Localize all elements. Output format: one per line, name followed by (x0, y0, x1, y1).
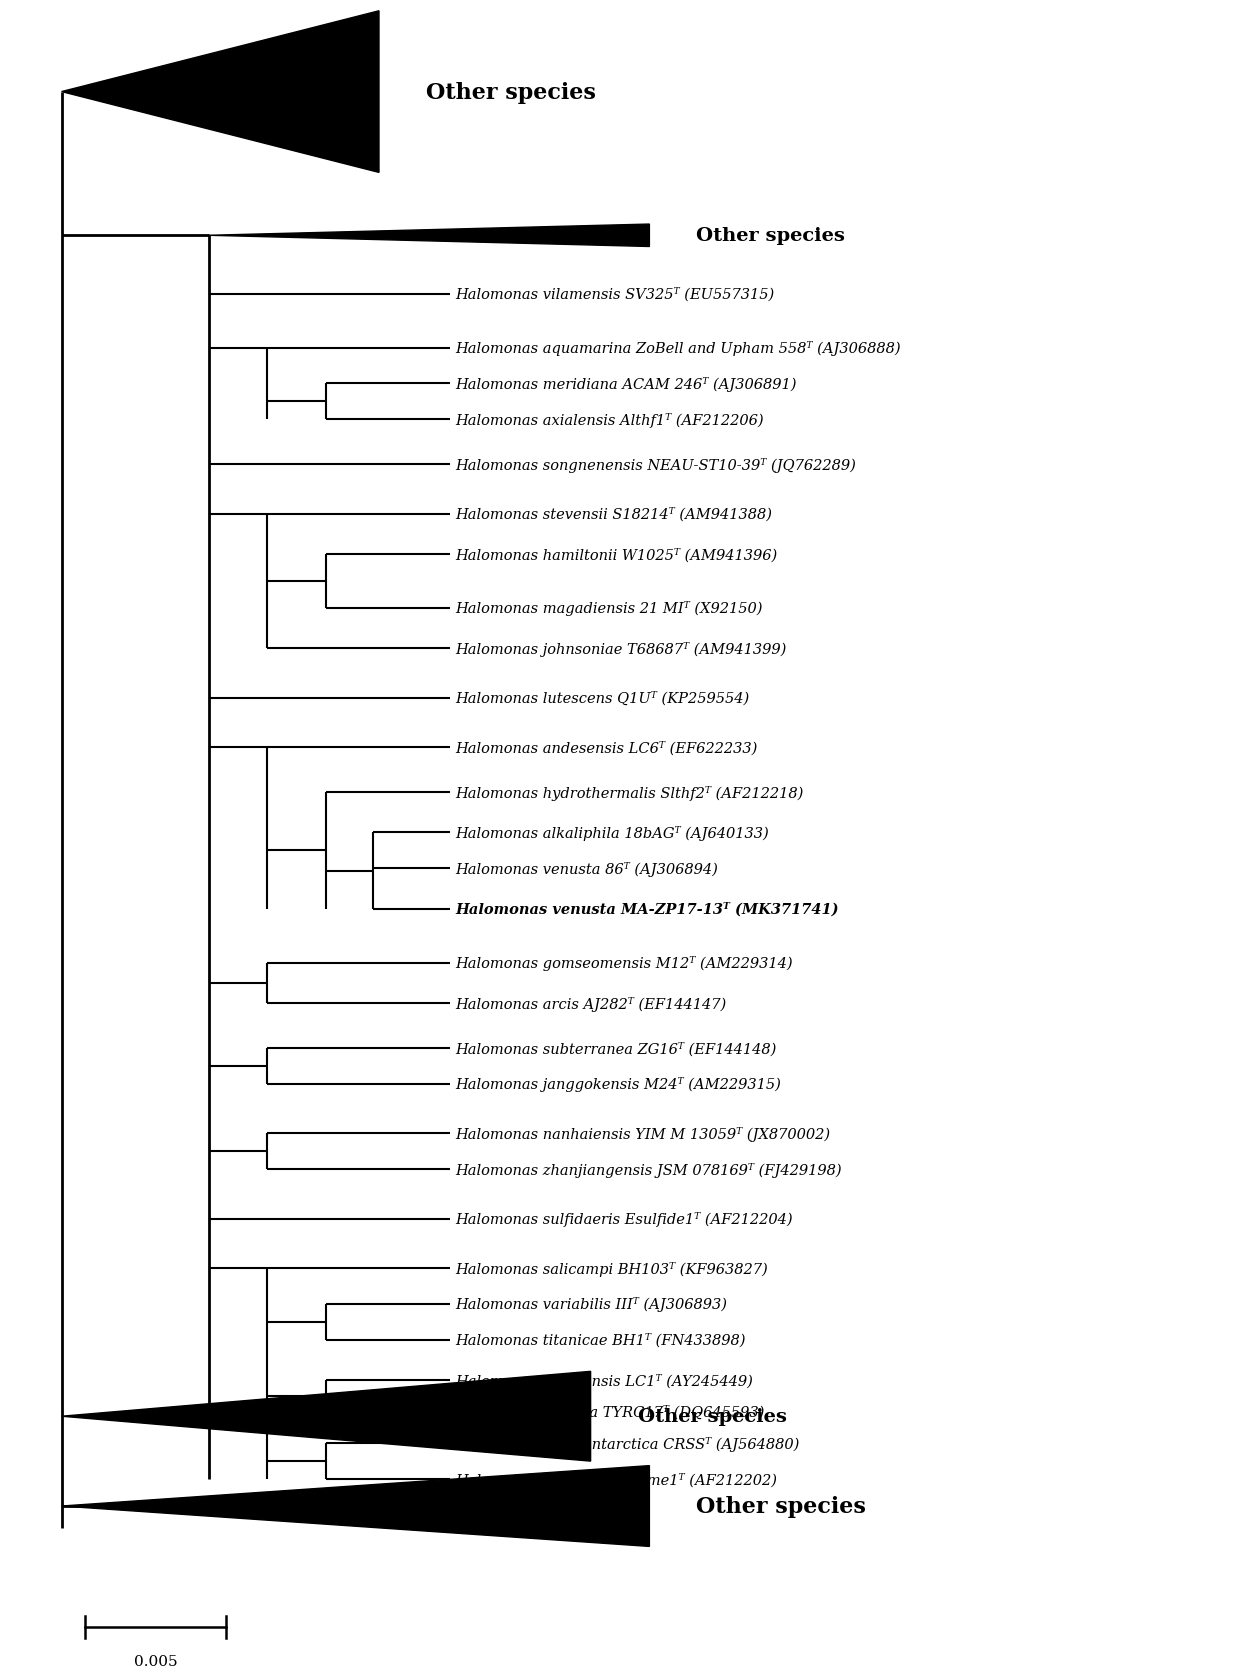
Text: Halomonas olivaria TYRC17ᵀ (DQ645593): Halomonas olivaria TYRC17ᵀ (DQ645593) (455, 1405, 765, 1419)
Text: Halomonas sulfidaeris Esulfide1ᵀ (AF212204): Halomonas sulfidaeris Esulfide1ᵀ (AF2122… (455, 1211, 794, 1226)
Text: Halomonas vilamensis SV325ᵀ (EU557315): Halomonas vilamensis SV325ᵀ (EU557315) (455, 288, 775, 301)
Text: Halomonas johnsoniae T68687ᵀ (AM941399): Halomonas johnsoniae T68687ᵀ (AM941399) (455, 641, 787, 656)
Text: Halomonas arcis AJ282ᵀ (EF144147): Halomonas arcis AJ282ᵀ (EF144147) (455, 995, 727, 1010)
Text: Halomonas axialensis Althf1ᵀ (AF212206): Halomonas axialensis Althf1ᵀ (AF212206) (455, 413, 764, 428)
Text: Halomonas andesensis LC6ᵀ (EF622233): Halomonas andesensis LC6ᵀ (EF622233) (455, 741, 758, 755)
Text: Halomonas salicampi BH103ᵀ (KF963827): Halomonas salicampi BH103ᵀ (KF963827) (455, 1261, 768, 1276)
Text: Halomonas subterranea ZG16ᵀ (EF144148): Halomonas subterranea ZG16ᵀ (EF144148) (455, 1041, 776, 1056)
Text: Other species: Other species (697, 1496, 867, 1517)
Text: Halomonas alkaliantarctica CRSSᵀ (AJ564880): Halomonas alkaliantarctica CRSSᵀ (AJ5648… (455, 1435, 800, 1450)
Text: Halomonas meridiana ACAM 246ᵀ (AJ306891): Halomonas meridiana ACAM 246ᵀ (AJ306891) (455, 376, 797, 391)
Polygon shape (62, 1466, 650, 1546)
Text: Halomonas zhanjiangensis JSM 078169ᵀ (FJ429198): Halomonas zhanjiangensis JSM 078169ᵀ (FJ… (455, 1163, 842, 1178)
Polygon shape (62, 1372, 590, 1461)
Text: Halomonas neptunia Eplume1ᵀ (AF212202): Halomonas neptunia Eplume1ᵀ (AF212202) (455, 1472, 777, 1487)
Text: Other species: Other species (637, 1407, 786, 1425)
Text: Halomonas titanicae BH1ᵀ (FN433898): Halomonas titanicae BH1ᵀ (FN433898) (455, 1333, 746, 1347)
Text: Other species: Other species (697, 228, 846, 246)
Text: Halomonas aquamarina ZoBell and Upham 558ᵀ (AJ306888): Halomonas aquamarina ZoBell and Upham 55… (455, 341, 901, 356)
Text: Halomonas venusta MA-ZP17-13ᵀ (MK371741): Halomonas venusta MA-ZP17-13ᵀ (MK371741) (455, 902, 839, 917)
Text: 0.005: 0.005 (134, 1655, 177, 1668)
Text: Halomonas stevensii S18214ᵀ (AM941388): Halomonas stevensii S18214ᵀ (AM941388) (455, 507, 773, 522)
Text: Other species: Other species (427, 82, 596, 104)
Text: Halomonas alkaliphila 18bAGᵀ (AJ640133): Halomonas alkaliphila 18bAGᵀ (AJ640133) (455, 825, 769, 840)
Text: Halomonas hydrothermalis Slthf2ᵀ (AF212218): Halomonas hydrothermalis Slthf2ᵀ (AF2122… (455, 785, 804, 800)
Text: Halomonas lutescens Q1Uᵀ (KP259554): Halomonas lutescens Q1Uᵀ (KP259554) (455, 691, 750, 706)
Polygon shape (62, 12, 379, 174)
Text: Halomonas nanhaiensis YIM M 13059ᵀ (JX870002): Halomonas nanhaiensis YIM M 13059ᵀ (JX87… (455, 1126, 831, 1141)
Text: Halomonas songnenensis NEAU-ST10-39ᵀ (JQ762289): Halomonas songnenensis NEAU-ST10-39ᵀ (JQ… (455, 457, 857, 472)
Text: Halomonas venusta 86ᵀ (AJ306894): Halomonas venusta 86ᵀ (AJ306894) (455, 862, 718, 877)
Text: Halomonas variabilis IIIᵀ (AJ306893): Halomonas variabilis IIIᵀ (AJ306893) (455, 1297, 728, 1312)
Text: Halomonas janggokensis M24ᵀ (AM229315): Halomonas janggokensis M24ᵀ (AM229315) (455, 1077, 781, 1092)
Text: Halomonas boliviensis LC1ᵀ (AY245449): Halomonas boliviensis LC1ᵀ (AY245449) (455, 1374, 753, 1387)
Text: Halomonas hamiltonii W1025ᵀ (AM941396): Halomonas hamiltonii W1025ᵀ (AM941396) (455, 547, 777, 562)
Text: Halomonas magadiensis 21 MIᵀ (X92150): Halomonas magadiensis 21 MIᵀ (X92150) (455, 601, 763, 616)
Text: Halomonas gomseomensis M12ᵀ (AM229314): Halomonas gomseomensis M12ᵀ (AM229314) (455, 955, 794, 970)
Polygon shape (208, 224, 650, 248)
